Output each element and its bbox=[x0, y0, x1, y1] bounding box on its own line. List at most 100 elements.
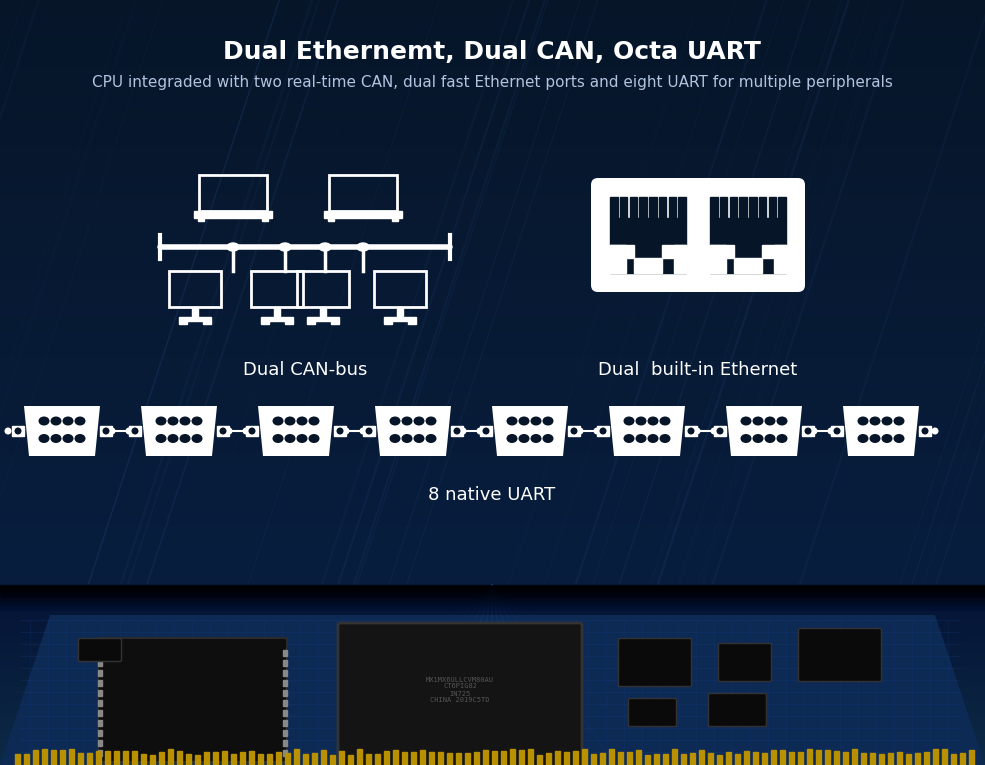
Bar bbox=[0, 675, 985, 679]
Ellipse shape bbox=[62, 416, 74, 425]
Ellipse shape bbox=[531, 416, 542, 425]
Bar bbox=[168, 750, 173, 765]
Bar bbox=[231, 754, 236, 765]
Bar bbox=[283, 700, 287, 706]
Bar bbox=[307, 321, 315, 324]
Ellipse shape bbox=[624, 416, 634, 425]
Bar bbox=[0, 571, 985, 578]
Bar bbox=[0, 690, 985, 694]
Ellipse shape bbox=[827, 428, 834, 435]
Bar bbox=[0, 128, 985, 134]
Bar bbox=[98, 750, 102, 756]
Bar bbox=[451, 426, 463, 436]
Bar bbox=[600, 753, 605, 765]
Bar bbox=[933, 749, 938, 765]
Bar bbox=[285, 321, 293, 324]
Bar bbox=[573, 751, 578, 765]
Bar bbox=[0, 600, 985, 601]
Bar bbox=[0, 683, 985, 689]
Bar bbox=[0, 561, 985, 567]
Polygon shape bbox=[843, 406, 919, 456]
Bar bbox=[0, 592, 985, 593]
Bar bbox=[0, 530, 985, 536]
Bar bbox=[114, 751, 119, 765]
Bar bbox=[0, 67, 985, 73]
Bar bbox=[0, 729, 985, 735]
Bar bbox=[0, 459, 985, 465]
Bar bbox=[758, 197, 766, 218]
Bar bbox=[192, 307, 198, 317]
Bar bbox=[0, 551, 985, 557]
Polygon shape bbox=[0, 615, 985, 765]
Ellipse shape bbox=[414, 434, 425, 443]
Ellipse shape bbox=[660, 434, 671, 443]
Ellipse shape bbox=[343, 428, 350, 435]
Ellipse shape bbox=[688, 428, 694, 435]
Ellipse shape bbox=[753, 434, 763, 443]
Bar bbox=[283, 680, 287, 686]
Bar bbox=[0, 153, 985, 159]
Bar bbox=[303, 754, 308, 765]
Bar bbox=[0, 428, 985, 435]
Bar bbox=[203, 321, 211, 324]
Bar bbox=[384, 751, 389, 765]
Bar bbox=[194, 211, 272, 218]
Bar bbox=[331, 321, 339, 324]
Bar bbox=[392, 218, 398, 221]
Bar bbox=[0, 591, 985, 592]
Bar bbox=[0, 678, 985, 682]
Bar bbox=[0, 720, 985, 724]
Bar bbox=[710, 245, 734, 259]
Bar bbox=[0, 597, 985, 598]
Bar bbox=[0, 597, 985, 601]
Bar bbox=[0, 199, 985, 205]
Ellipse shape bbox=[635, 416, 646, 425]
Bar bbox=[0, 301, 985, 307]
Bar bbox=[0, 591, 985, 597]
Bar bbox=[0, 327, 985, 333]
Bar bbox=[0, 740, 985, 746]
Bar bbox=[672, 749, 677, 765]
Ellipse shape bbox=[506, 434, 517, 443]
Bar bbox=[659, 197, 667, 218]
Bar bbox=[357, 750, 362, 765]
Ellipse shape bbox=[453, 428, 461, 435]
Ellipse shape bbox=[594, 428, 601, 435]
FancyBboxPatch shape bbox=[338, 623, 582, 765]
Bar bbox=[0, 117, 985, 123]
Ellipse shape bbox=[647, 434, 659, 443]
Bar bbox=[98, 710, 102, 716]
Bar bbox=[0, 587, 985, 588]
Ellipse shape bbox=[635, 434, 646, 443]
Ellipse shape bbox=[389, 434, 401, 443]
Bar bbox=[150, 754, 155, 765]
Bar bbox=[919, 426, 931, 436]
Bar bbox=[0, 541, 985, 547]
Bar bbox=[0, 418, 985, 425]
Bar bbox=[0, 423, 985, 429]
Ellipse shape bbox=[5, 428, 12, 435]
Bar bbox=[618, 753, 623, 765]
Bar bbox=[0, 723, 985, 727]
Bar bbox=[240, 752, 245, 765]
Bar bbox=[0, 633, 985, 637]
Bar bbox=[408, 321, 416, 324]
Bar bbox=[0, 599, 985, 600]
FancyBboxPatch shape bbox=[619, 639, 691, 686]
Bar bbox=[0, 660, 985, 664]
Bar bbox=[915, 753, 920, 765]
Bar bbox=[519, 750, 524, 765]
Bar bbox=[0, 92, 985, 98]
Bar bbox=[0, 627, 985, 633]
Bar bbox=[0, 643, 985, 649]
Bar bbox=[0, 331, 985, 337]
Bar bbox=[0, 178, 985, 184]
Bar bbox=[0, 434, 985, 440]
Bar bbox=[0, 306, 985, 312]
Bar bbox=[0, 520, 985, 526]
Ellipse shape bbox=[227, 243, 239, 251]
Bar bbox=[0, 5, 985, 11]
Bar bbox=[0, 184, 985, 190]
Bar bbox=[0, 220, 985, 226]
Ellipse shape bbox=[402, 416, 413, 425]
